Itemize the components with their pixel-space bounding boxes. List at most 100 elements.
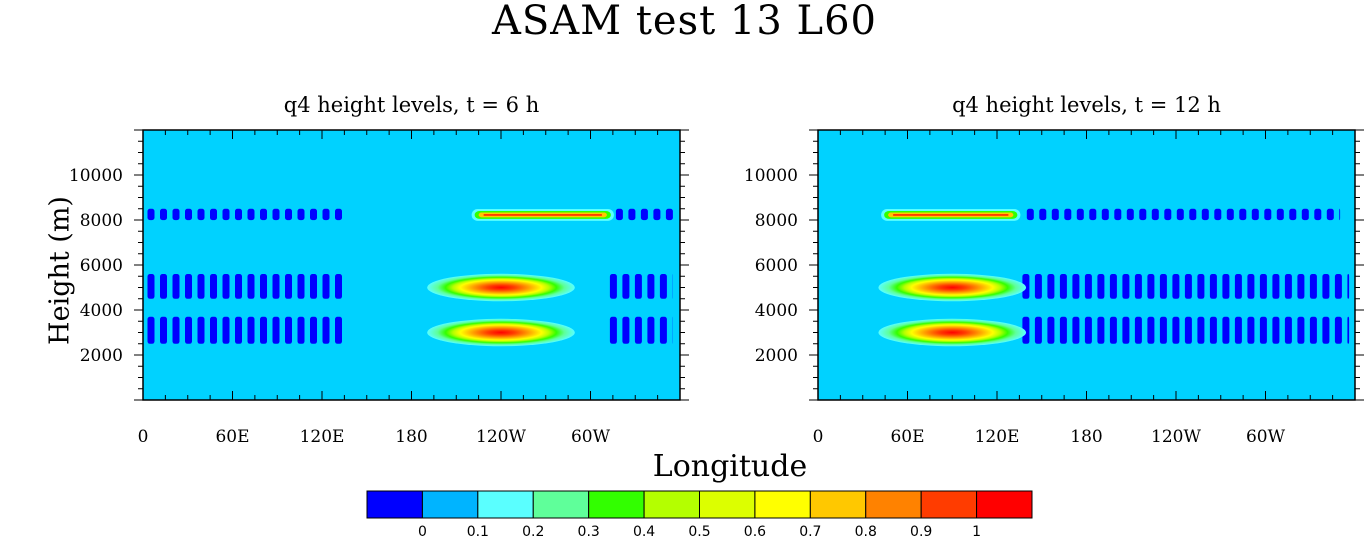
panel-title: q4 height levels, t = 6 h bbox=[284, 93, 539, 117]
band-dash bbox=[628, 208, 636, 221]
x-tick-label: 60W bbox=[1246, 427, 1286, 447]
colorbar-label: 0.2 bbox=[522, 524, 544, 538]
band-dash bbox=[335, 316, 342, 344]
band-dash bbox=[1309, 274, 1317, 299]
band-dash bbox=[322, 316, 330, 344]
colorbar-label: 0 bbox=[418, 524, 427, 538]
band-dash bbox=[1314, 208, 1322, 221]
x-tick-label: 60W bbox=[571, 427, 611, 447]
x-tick-label: 180 bbox=[395, 427, 427, 447]
band-dash bbox=[615, 208, 623, 221]
colorbar-box bbox=[532, 490, 590, 519]
band-dash bbox=[247, 274, 255, 299]
thin-layer-core bbox=[893, 214, 1009, 216]
band-dash bbox=[1164, 208, 1172, 221]
band-dash bbox=[160, 274, 167, 299]
band-dash bbox=[659, 316, 667, 344]
band-dash bbox=[1214, 208, 1222, 221]
band-dash bbox=[1139, 208, 1147, 221]
tracer-blob bbox=[878, 273, 1027, 302]
y-tick-label: 6000 bbox=[755, 256, 798, 276]
band-dash bbox=[1339, 208, 1341, 221]
ticks bbox=[134, 129, 689, 401]
band-dash bbox=[210, 208, 217, 221]
band-dash bbox=[272, 316, 280, 344]
band-dash bbox=[1197, 274, 1205, 299]
x-tick-label: 120E bbox=[975, 427, 1020, 447]
low-value-band bbox=[1022, 316, 1350, 344]
colorbar-box bbox=[809, 490, 867, 519]
x-tick-label: 120W bbox=[476, 427, 526, 447]
tracer-blob bbox=[878, 318, 1027, 347]
band-dash bbox=[335, 274, 342, 299]
colorbar-label: 0.8 bbox=[855, 524, 877, 538]
band-dash bbox=[1026, 208, 1034, 221]
band-dash bbox=[260, 274, 267, 299]
band-dash bbox=[1301, 208, 1309, 221]
band-dash bbox=[1084, 274, 1092, 299]
band-dash bbox=[272, 208, 280, 221]
band-dash bbox=[1209, 274, 1217, 299]
y-tick-label: 10000 bbox=[69, 166, 123, 186]
band-dash bbox=[1284, 316, 1292, 344]
band-dash bbox=[1089, 208, 1097, 221]
band-dash bbox=[1122, 274, 1130, 299]
low-value-band bbox=[1026, 208, 1341, 221]
band-dash bbox=[1184, 274, 1192, 299]
band-dash bbox=[1097, 316, 1105, 344]
low-value-band bbox=[147, 274, 673, 299]
band-dash bbox=[1239, 208, 1247, 221]
band-dash bbox=[285, 316, 292, 344]
colorbar-label: 0.6 bbox=[744, 524, 766, 538]
band-dash bbox=[172, 274, 180, 299]
band-dash bbox=[659, 274, 667, 299]
x-tick-label: 60E bbox=[215, 427, 249, 447]
y-tick-label: 4000 bbox=[755, 301, 798, 321]
x-tick-label: 180 bbox=[1070, 427, 1102, 447]
field-background bbox=[818, 130, 1355, 400]
band-dash bbox=[1222, 316, 1230, 344]
band-dash bbox=[222, 208, 230, 221]
band-dash bbox=[1264, 208, 1272, 221]
band-dash bbox=[622, 274, 630, 299]
band-dash bbox=[1097, 274, 1105, 299]
band-dash bbox=[247, 316, 255, 344]
band-dash bbox=[310, 316, 317, 344]
colorbar-box bbox=[976, 490, 1033, 519]
x-tick-label: 0 bbox=[813, 427, 824, 447]
band-dash bbox=[1147, 274, 1155, 299]
band-dash bbox=[297, 274, 305, 299]
colorbar-box bbox=[865, 490, 922, 519]
band-dash bbox=[1289, 208, 1297, 221]
band-dash bbox=[1284, 274, 1292, 299]
colorbar-label: 0.7 bbox=[799, 524, 821, 538]
band-dash bbox=[1272, 316, 1280, 344]
band-dash bbox=[1272, 274, 1280, 299]
band-dash bbox=[1297, 274, 1305, 299]
band-dash bbox=[172, 316, 180, 344]
band-dash bbox=[1126, 208, 1134, 221]
band-dash bbox=[640, 208, 648, 221]
band-dash bbox=[147, 208, 155, 221]
band-dash bbox=[222, 274, 230, 299]
y-tick-label: 10000 bbox=[744, 166, 798, 186]
band-dash bbox=[247, 208, 255, 221]
band-dash bbox=[210, 316, 217, 344]
colorbar-label: 0.4 bbox=[633, 524, 655, 538]
band-dash bbox=[1234, 274, 1242, 299]
band-dash bbox=[185, 316, 192, 344]
band-dash bbox=[1076, 208, 1084, 221]
band-dash bbox=[1226, 208, 1234, 221]
band-dash bbox=[1101, 208, 1109, 221]
band-dash bbox=[1051, 208, 1059, 221]
y-tick-label: 2000 bbox=[755, 346, 798, 366]
band-dash bbox=[1147, 316, 1155, 344]
x-tick-label: 120W bbox=[1151, 427, 1201, 447]
band-dash bbox=[260, 316, 267, 344]
band-dash bbox=[1326, 208, 1334, 221]
band-dash bbox=[185, 274, 192, 299]
band-dash bbox=[1134, 316, 1142, 344]
band-dash bbox=[1072, 274, 1080, 299]
band-dash bbox=[335, 208, 342, 221]
